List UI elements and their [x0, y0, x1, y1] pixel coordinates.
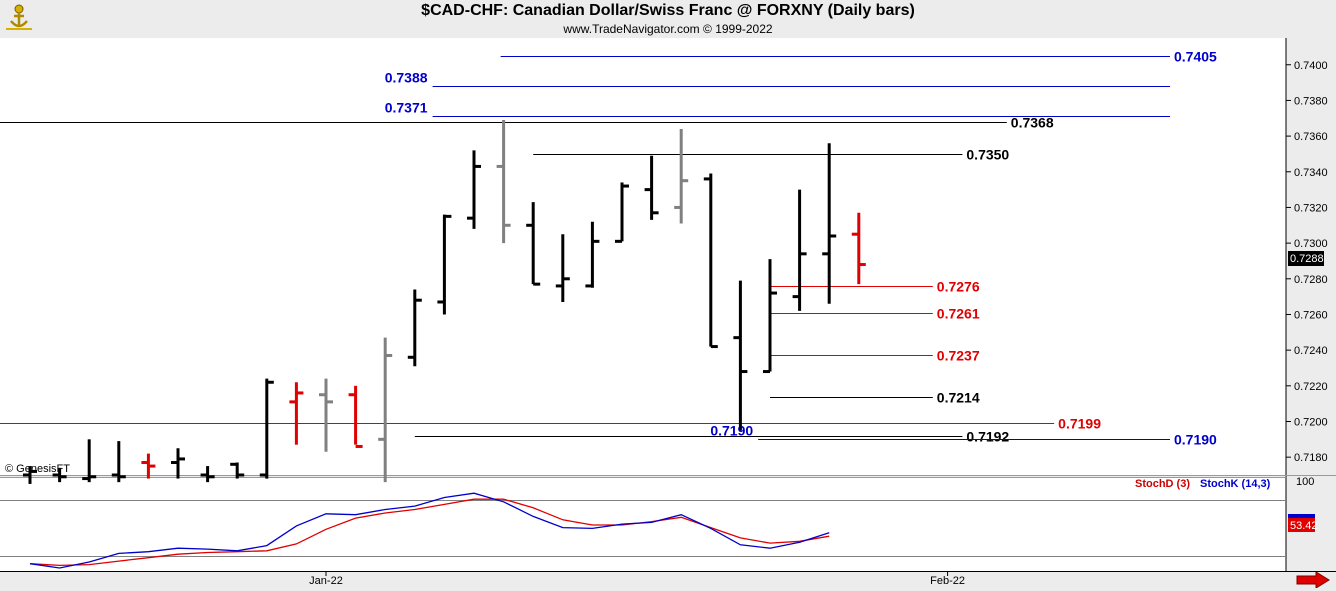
chart-title: $CAD-CHF: Canadian Dollar/Swiss Franc @ …: [421, 2, 915, 19]
stochk-legend: StochK (14,3): [1200, 478, 1271, 490]
level-label-6: 0.7261: [937, 306, 980, 322]
y-tick-label-8: 0.7340: [1294, 167, 1328, 179]
y-tick-label-2: 0.7220: [1294, 381, 1328, 393]
level-label-5: 0.7276: [937, 279, 980, 295]
navigator-logo-icon: [6, 4, 32, 30]
level-label-12: 0.7190: [710, 423, 753, 439]
price-bars: [23, 120, 866, 484]
level-label-7: 0.7237: [937, 348, 980, 364]
level-label-10: 0.7192: [966, 429, 1009, 445]
stochd-legend: StochD (3): [1135, 478, 1190, 490]
y-tick-label-5: 0.7280: [1294, 274, 1328, 286]
stoch-line-0: [29, 498, 830, 567]
level-label-8: 0.7214: [937, 390, 980, 406]
stoch-plot-area: [0, 478, 1286, 571]
date-axis: Jan-22 Feb-22: [309, 571, 965, 587]
price-axis-ticks: 0.7180 0.7200 0.7220 0.7240 0.7260 0.7280 0.73…: [1286, 60, 1328, 464]
chart-subtitle: www.TradeNavigator.com © 1999-2022: [563, 22, 773, 36]
last-price-label: 0.7288: [1290, 253, 1324, 265]
y-tick-label-9: 0.7360: [1294, 131, 1328, 143]
level-label-1: 0.7388: [385, 70, 428, 86]
level-label-11: 0.7190: [1174, 432, 1217, 448]
stoch-tick-100: 100: [1296, 476, 1314, 488]
level-label-4: 0.7350: [966, 147, 1009, 163]
level-label-2: 0.7371: [385, 100, 428, 116]
stoch-value-badge: [1288, 518, 1315, 532]
y-tick-label-10: 0.7380: [1294, 95, 1328, 107]
last-price-badge: [1288, 251, 1324, 266]
watermark: © GenesisFT: [5, 463, 70, 475]
y-tick-label-0: 0.7180: [1294, 452, 1328, 464]
price-plot-area: [0, 38, 1286, 475]
level-label-3: 0.7368: [1011, 115, 1054, 131]
y-tick-label-3: 0.7240: [1294, 345, 1328, 357]
price-axis: [1286, 38, 1336, 571]
scroll-right-arrow-icon[interactable]: [1296, 572, 1330, 588]
x-tick-label-1: Feb-22: [930, 575, 965, 587]
y-tick-label-7: 0.7320: [1294, 202, 1328, 214]
y-tick-label-6: 0.7300: [1294, 238, 1328, 250]
stoch-line-1: [29, 492, 830, 569]
level-label-9: 0.7199: [1058, 416, 1101, 432]
x-tick-label-0: Jan-22: [309, 575, 343, 587]
level-label-0: 0.7405: [1174, 49, 1217, 65]
y-tick-label-1: 0.7200: [1294, 416, 1328, 428]
stochastic-lines: [29, 492, 830, 569]
chart-header: $CAD-CHF: Canadian Dollar/Swiss Franc @ …: [0, 0, 1336, 38]
stoch-last-value: 53.42: [1290, 520, 1318, 532]
y-tick-label-4: 0.7260: [1294, 309, 1328, 321]
y-tick-label-11: 0.7400: [1294, 60, 1328, 72]
